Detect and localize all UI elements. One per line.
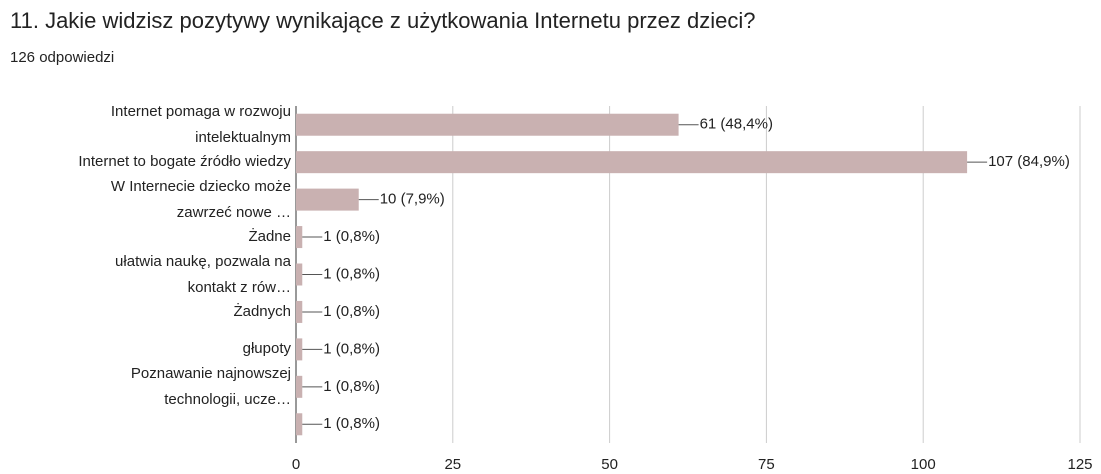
category-label: Internet to bogate źródło wiedzy bbox=[78, 153, 291, 171]
x-tick-label: 125 bbox=[1067, 456, 1092, 473]
bar bbox=[296, 413, 303, 436]
category-label: Poznawanie najnowszej technologii, ucze… bbox=[130, 364, 291, 408]
x-tick-label: 75 bbox=[758, 456, 775, 473]
x-tick-label: 50 bbox=[601, 456, 618, 473]
bar bbox=[296, 151, 968, 174]
bar bbox=[296, 375, 303, 398]
value-label: 1 (0,8%) bbox=[323, 378, 380, 395]
bar bbox=[296, 188, 359, 211]
bar bbox=[296, 263, 303, 286]
x-tick-label: 0 bbox=[292, 456, 300, 473]
category-label: ułatwia naukę, pozwala na kontakt z rów… bbox=[115, 252, 291, 296]
category-label: W Internecie dziecko może zawrzeć nowe … bbox=[110, 177, 291, 221]
value-label: 61 (48,4%) bbox=[700, 116, 773, 133]
value-label: 1 (0,8%) bbox=[323, 303, 380, 320]
value-label: 10 (7,9%) bbox=[380, 191, 445, 208]
x-tick-label: 100 bbox=[911, 456, 936, 473]
category-label: Internet pomaga w rozwoju intelektualnym bbox=[110, 102, 291, 146]
bar bbox=[296, 338, 303, 361]
category-label: Żadne bbox=[248, 228, 291, 246]
bar bbox=[296, 226, 303, 249]
chart-subtitle: 126 odpowiedzi bbox=[10, 49, 114, 66]
category-label: Żadnych bbox=[233, 302, 291, 320]
category-label: głupoty bbox=[242, 340, 291, 358]
bar bbox=[296, 300, 303, 323]
value-label: 1 (0,8%) bbox=[323, 340, 380, 357]
value-label: 1 (0,8%) bbox=[323, 415, 380, 432]
value-label: 1 (0,8%) bbox=[323, 228, 380, 245]
bar bbox=[296, 113, 679, 136]
value-label: 1 (0,8%) bbox=[323, 265, 380, 282]
value-label: 107 (84,9%) bbox=[988, 153, 1070, 170]
chart-title: 11. Jakie widzisz pozytywy wynikające z … bbox=[10, 8, 755, 33]
x-tick-label: 25 bbox=[444, 456, 461, 473]
